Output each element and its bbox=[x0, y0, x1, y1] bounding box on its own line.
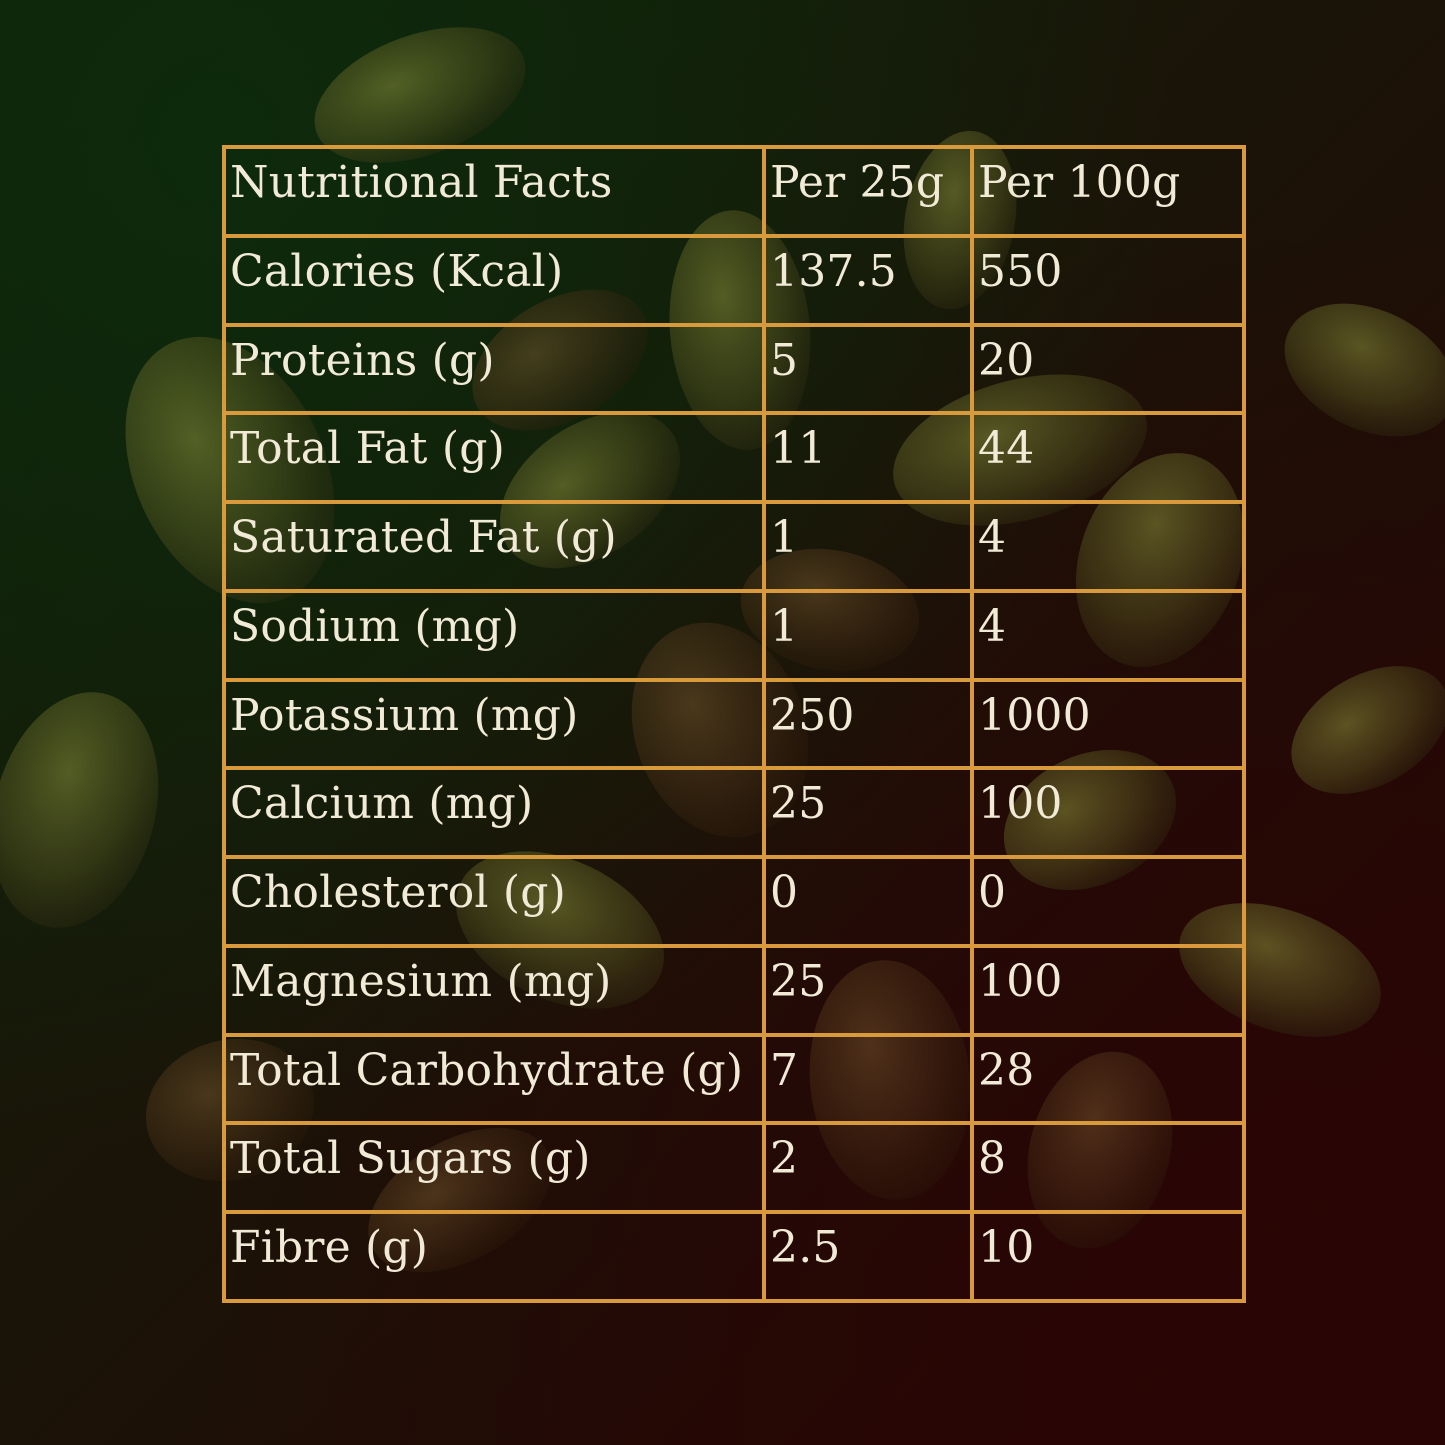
value-per-25g: 5 bbox=[762, 322, 974, 416]
value-per-100g: 4 bbox=[970, 500, 1246, 593]
nutrient-name: Cholesterol (g) bbox=[222, 855, 766, 948]
nutrient-name: Total Fat (g) bbox=[222, 411, 766, 505]
value-per-25g: 1 bbox=[762, 500, 974, 593]
nutrient-name: Fibre (g) bbox=[222, 1210, 766, 1303]
table-header-row: Nutritional Facts Per 25g Per 100g bbox=[222, 145, 1246, 238]
nutrient-name: Proteins (g) bbox=[222, 322, 766, 416]
value-per-25g: 25 bbox=[762, 943, 974, 1037]
nutrition-facts-table: Nutritional Facts Per 25g Per 100g Calor… bbox=[222, 145, 1246, 1303]
table-row: Proteins (g) 5 20 bbox=[222, 322, 1246, 416]
value-per-100g: 100 bbox=[970, 943, 1246, 1037]
value-per-25g: 11 bbox=[762, 411, 974, 505]
nutrition-table-container: Nutritional Facts Per 25g Per 100g Calor… bbox=[222, 145, 1246, 1303]
table-row: Magnesium (mg) 25 100 bbox=[222, 943, 1246, 1037]
value-per-100g: 28 bbox=[970, 1032, 1246, 1126]
nutrient-name: Potassium (mg) bbox=[222, 677, 766, 771]
value-per-25g: 250 bbox=[762, 677, 974, 771]
value-per-25g: 2 bbox=[762, 1121, 974, 1215]
table-row: Fibre (g) 2.5 10 bbox=[222, 1210, 1246, 1303]
value-per-25g: 0 bbox=[762, 855, 974, 948]
value-per-100g: 1000 bbox=[970, 677, 1246, 771]
header-per-100g: Per 100g bbox=[970, 145, 1246, 238]
table-row: Total Fat (g) 11 44 bbox=[222, 411, 1246, 505]
table-row: Total Sugars (g) 2 8 bbox=[222, 1121, 1246, 1215]
nutrient-name: Calcium (mg) bbox=[222, 766, 766, 860]
value-per-100g: 550 bbox=[970, 233, 1246, 327]
value-per-25g: 137.5 bbox=[762, 233, 974, 327]
value-per-25g: 7 bbox=[762, 1032, 974, 1126]
value-per-100g: 4 bbox=[970, 588, 1246, 682]
nutrient-name: Saturated Fat (g) bbox=[222, 500, 766, 593]
value-per-25g: 1 bbox=[762, 588, 974, 682]
nutrient-name: Total Carbohydrate (g) bbox=[222, 1032, 766, 1126]
value-per-100g: 10 bbox=[970, 1210, 1246, 1303]
table-row: Total Carbohydrate (g) 7 28 bbox=[222, 1032, 1246, 1126]
table-row: Calcium (mg) 25 100 bbox=[222, 766, 1246, 860]
table-row: Potassium (mg) 250 1000 bbox=[222, 677, 1246, 771]
value-per-100g: 100 bbox=[970, 766, 1246, 860]
nutrient-name: Sodium (mg) bbox=[222, 588, 766, 682]
value-per-25g: 25 bbox=[762, 766, 974, 860]
table-row: Sodium (mg) 1 4 bbox=[222, 588, 1246, 682]
value-per-100g: 44 bbox=[970, 411, 1246, 505]
header-per-25g: Per 25g bbox=[762, 145, 974, 238]
nutrient-name: Total Sugars (g) bbox=[222, 1121, 766, 1215]
value-per-100g: 0 bbox=[970, 855, 1246, 948]
table-row: Cholesterol (g) 0 0 bbox=[222, 855, 1246, 948]
value-per-25g: 2.5 bbox=[762, 1210, 974, 1303]
nutrient-name: Magnesium (mg) bbox=[222, 943, 766, 1037]
value-per-100g: 20 bbox=[970, 322, 1246, 416]
table-row: Calories (Kcal) 137.5 550 bbox=[222, 233, 1246, 327]
table-row: Saturated Fat (g) 1 4 bbox=[222, 500, 1246, 593]
value-per-100g: 8 bbox=[970, 1121, 1246, 1215]
header-nutritional-facts: Nutritional Facts bbox=[222, 145, 766, 238]
nutrient-name: Calories (Kcal) bbox=[222, 233, 766, 327]
